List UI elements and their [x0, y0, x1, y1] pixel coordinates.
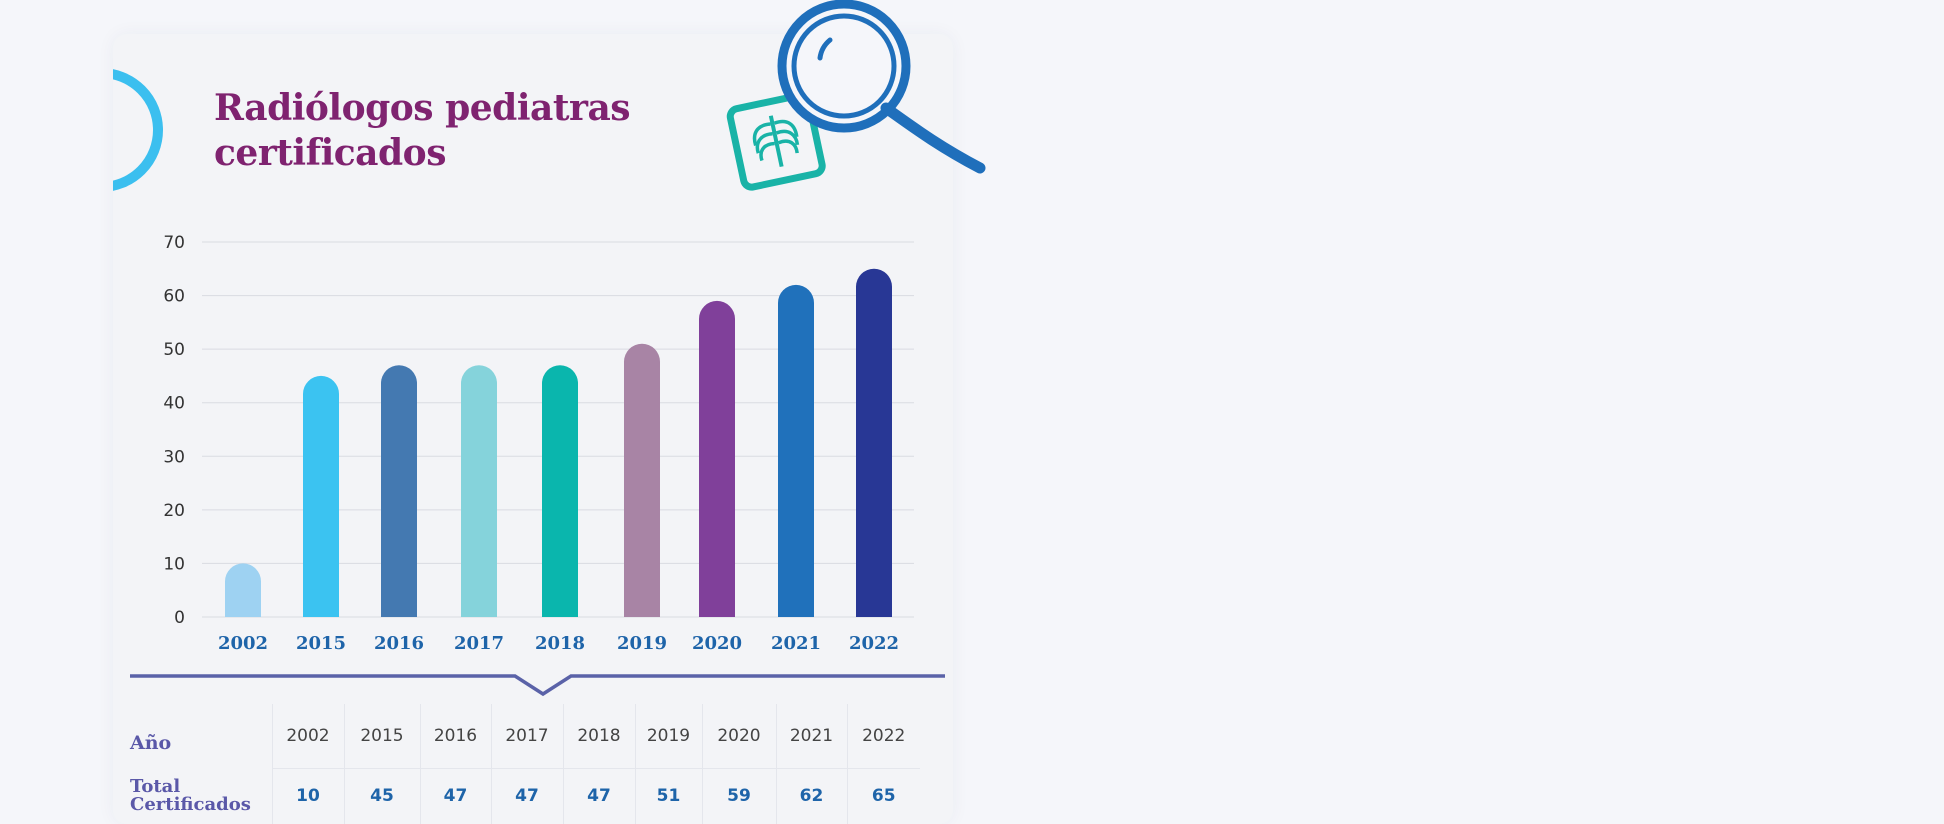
y-tick-label: 40: [163, 394, 185, 414]
year-cell: 2020: [701, 704, 776, 768]
year-row: Año 2002 2015 2016 2017 2018 2019 2020 2…: [130, 704, 920, 768]
x-tick-label: 2017: [454, 633, 504, 654]
bar-2022: [856, 268, 892, 617]
year-cell: 2021: [775, 704, 847, 768]
x-axis-ticks: 2002 2015 2016 2017 2018 2019 2020 2021 2022: [218, 633, 899, 654]
year-cell: 2002: [271, 704, 344, 768]
y-tick-label: 0: [174, 608, 185, 628]
total-cell: 47: [419, 767, 491, 824]
year-cell: 2015: [343, 704, 420, 768]
data-table: Año 2002 2015 2016 2017 2018 2019 2020 2…: [130, 704, 920, 824]
bar-2015: [303, 375, 339, 617]
xray-icon: [726, 91, 826, 191]
total-cell: 45: [343, 767, 420, 824]
bars: [225, 268, 892, 617]
y-tick-label: 30: [163, 447, 185, 467]
bar-2020: [699, 300, 735, 617]
year-cell: 2022: [846, 704, 920, 768]
x-tick-label: 2015: [296, 633, 346, 654]
total-label-line: Certificados: [130, 793, 251, 815]
total-label: Total Certificados: [130, 768, 272, 824]
year-cell: 2019: [634, 704, 702, 768]
chart-title: Radiólogos pediatras certificados: [214, 87, 631, 174]
total-cell: 62: [775, 767, 847, 824]
bar-2019: [624, 343, 660, 617]
x-tick-label: 2019: [617, 633, 667, 654]
y-tick-label: 70: [163, 233, 185, 253]
total-cell: 59: [701, 767, 776, 824]
total-cell: 47: [490, 767, 563, 824]
total-row: Total Certificados 10 45 47 47 47 51 59 6…: [130, 767, 920, 824]
y-tick-label: 10: [163, 554, 185, 574]
x-tick-label: 2022: [849, 633, 899, 654]
y-axis-ticks: 0 10 20 30 40 50 60 70: [163, 233, 185, 628]
y-tick-label: 60: [163, 287, 185, 307]
x-tick-label: 2020: [692, 633, 742, 654]
x-tick-label: 2021: [771, 633, 821, 654]
bar-2018: [542, 365, 578, 617]
divider-arrow: [130, 674, 945, 697]
x-tick-label: 2002: [218, 633, 268, 654]
y-tick-label: 50: [163, 340, 185, 360]
y-tick-label: 20: [163, 501, 185, 521]
total-label-line: Total: [130, 775, 181, 797]
bar-2016: [381, 365, 417, 617]
total-cell: 10: [271, 767, 344, 824]
total-cell: 51: [634, 767, 702, 824]
bar-2017: [461, 365, 497, 617]
year-cell: 2018: [562, 704, 635, 768]
x-tick-label: 2018: [535, 633, 585, 654]
bar-2002: [225, 563, 261, 617]
year-cell: 2016: [419, 704, 491, 768]
year-cell: 2017: [490, 704, 563, 768]
total-cell: 47: [562, 767, 635, 824]
x-tick-label: 2016: [374, 633, 424, 654]
year-label: Año: [130, 732, 172, 754]
decorative-ring: [113, 68, 179, 198]
bar-2021: [778, 284, 814, 617]
magnifier-icon: [777, 0, 986, 174]
total-cell: 65: [846, 767, 920, 824]
